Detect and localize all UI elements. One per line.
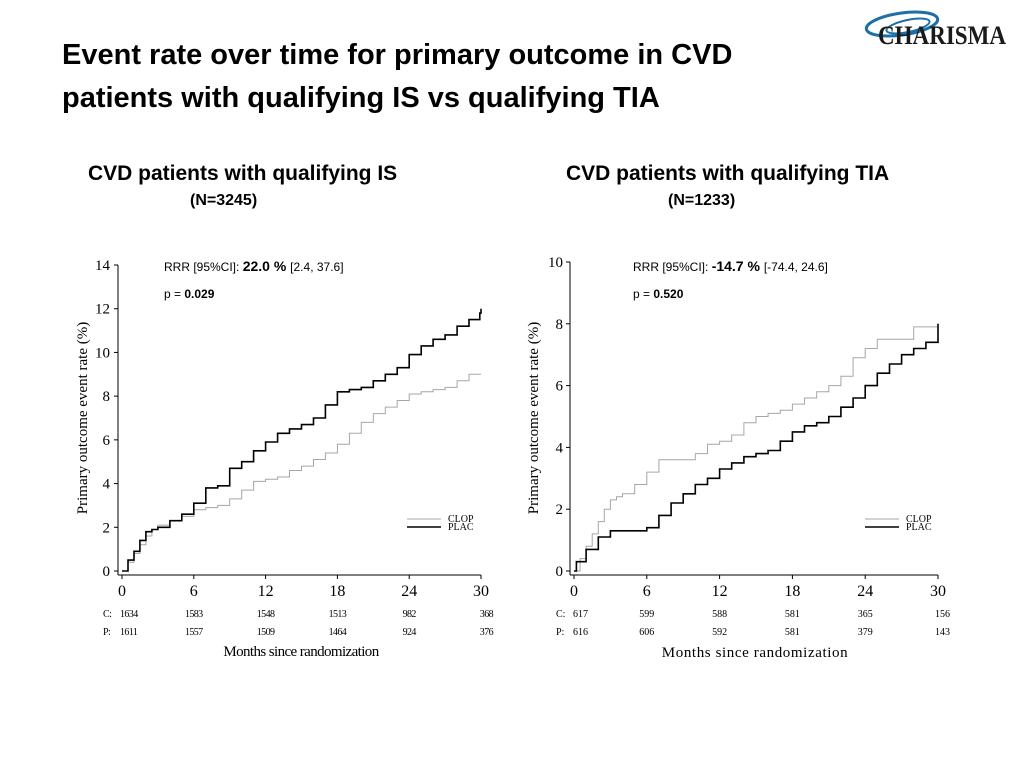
x-tick-label: 12 <box>258 583 274 600</box>
rrr-annotation: RRR [95%CI]: -14.7 % [-74.4, 24.6] <box>633 258 828 274</box>
at-risk-value: 924 <box>403 627 417 638</box>
at-risk-value: 1557 <box>185 627 203 638</box>
at-risk-value: 606 <box>639 627 654 638</box>
at-risk-value: 1548 <box>257 609 275 620</box>
rrr-ci: [-74.4, 24.6] <box>764 260 828 274</box>
at-risk-value: 581 <box>785 609 800 620</box>
y-tick-label: 2 <box>556 502 564 518</box>
x-tick-label: 0 <box>118 583 126 600</box>
y-tick-label: 12 <box>95 302 110 318</box>
y-axis-label: Primary outcome event rate (%) <box>526 322 542 514</box>
p-annotation: p = 0.520 <box>633 287 684 301</box>
x-tick-label: 18 <box>329 583 345 600</box>
panel-1-subtitle: (N=3245) <box>190 192 258 209</box>
panel-2-title: CVD patients with qualifying TIA <box>566 162 890 185</box>
y-tick-label: 10 <box>95 345 110 361</box>
at-risk-row-label: C: <box>103 609 111 620</box>
p-prefix: p = <box>633 287 653 301</box>
x-axis-label: Months since randomization <box>662 645 848 661</box>
y-tick-label: 8 <box>556 317 564 333</box>
p-prefix: p = <box>164 287 184 301</box>
at-risk-value: 616 <box>573 627 588 638</box>
y-tick-label: 0 <box>103 564 111 580</box>
legend-label-clop: CLOP <box>448 514 474 525</box>
series-line-clop <box>122 373 481 572</box>
slide-title-line-1: Event rate over time for primary outcome… <box>62 39 733 71</box>
x-tick-label: 24 <box>857 583 873 600</box>
at-risk-value: 1634 <box>120 609 138 620</box>
x-tick-label: 30 <box>930 583 946 600</box>
x-tick-label: 6 <box>643 583 651 600</box>
legend-label-clop: CLOP <box>906 514 932 525</box>
charisma-logo: CHARISMA <box>864 10 1006 50</box>
y-tick-label: 0 <box>556 564 564 580</box>
at-risk-row-label: C: <box>556 609 565 620</box>
at-risk-table: C: 617 599 588 581 365 156 P: 616 606 592 581 379 143 <box>556 609 950 638</box>
rrr-prefix: RRR [95%CI]: <box>633 260 712 274</box>
rrr-annotation: RRR [95%CI]: 22.0 % [2.4, 37.6] <box>164 258 344 274</box>
y-tick-label: 6 <box>556 379 564 395</box>
at-risk-value: 581 <box>785 627 800 638</box>
at-risk-value: 1513 <box>329 609 347 620</box>
at-risk-row-label: P: <box>556 627 564 638</box>
at-risk-value: 365 <box>858 609 873 620</box>
y-tick-label: 8 <box>103 389 111 405</box>
at-risk-row-label: P: <box>103 627 110 638</box>
at-risk-value: 156 <box>935 609 950 620</box>
at-risk-value: 588 <box>712 609 727 620</box>
at-risk-value: 1509 <box>257 627 275 638</box>
rrr-value: -14.7 % <box>712 258 764 274</box>
series-line-plac <box>122 308 482 572</box>
at-risk-value: 368 <box>480 609 494 620</box>
at-risk-value: 1464 <box>329 627 347 638</box>
at-risk-value: 599 <box>639 609 654 620</box>
y-tick-label: 14 <box>95 258 111 274</box>
slide-title-line-2: patients with qualifying IS vs qualifyin… <box>62 82 660 114</box>
x-tick-label: 30 <box>473 583 489 600</box>
y-tick-label: 6 <box>103 433 111 449</box>
panel-1-title: CVD patients with qualifying IS <box>88 162 398 185</box>
panel-2-subtitle: (N=1233) <box>668 192 736 209</box>
at-risk-value: 143 <box>935 627 950 638</box>
p-value: 0.029 <box>184 287 214 301</box>
y-tick-label: 2 <box>103 520 111 536</box>
x-tick-label: 12 <box>712 583 728 600</box>
logo-swoosh-inner <box>885 17 931 35</box>
x-tick-label: 6 <box>190 583 198 600</box>
p-value: 0.520 <box>653 287 683 301</box>
x-tick-label: 18 <box>784 583 800 600</box>
at-risk-value: 376 <box>480 627 494 638</box>
legend-label-plac: PLAC <box>906 522 932 533</box>
at-risk-value: 617 <box>573 609 588 620</box>
legend-label-plac: PLAC <box>448 522 474 533</box>
y-tick-label: 4 <box>103 477 111 493</box>
logo-swoosh-outer <box>864 10 940 38</box>
at-risk-value: 1583 <box>185 609 203 620</box>
rrr-prefix: RRR [95%CI]: <box>164 260 243 274</box>
at-risk-value: 379 <box>858 627 873 638</box>
rrr-value: 22.0 % <box>243 258 290 274</box>
at-risk-value: 1611 <box>120 627 138 638</box>
y-axis-label: Primary outcome event rate (%) <box>75 322 91 514</box>
y-tick-label: 10 <box>548 255 563 271</box>
series-line-plac <box>574 323 939 572</box>
rrr-ci: [2.4, 37.6] <box>290 260 343 274</box>
at-risk-value: 982 <box>403 609 417 620</box>
x-axis-label: Months since randomization <box>223 644 379 660</box>
series-line-clop <box>574 323 939 572</box>
p-annotation: p = 0.029 <box>164 287 215 301</box>
at-risk-value: 592 <box>712 627 727 638</box>
x-tick-label: 24 <box>401 583 417 600</box>
y-tick-label: 4 <box>556 440 564 456</box>
at-risk-table: C: 1634 1583 1548 1513 982 368 P: 1611 1557 1509 14… <box>103 609 494 638</box>
logo-wordmark: CHARISMA <box>878 21 1006 50</box>
x-tick-label: 0 <box>570 583 578 600</box>
slide-title: Event rate over time for primary outcome… <box>62 34 882 120</box>
